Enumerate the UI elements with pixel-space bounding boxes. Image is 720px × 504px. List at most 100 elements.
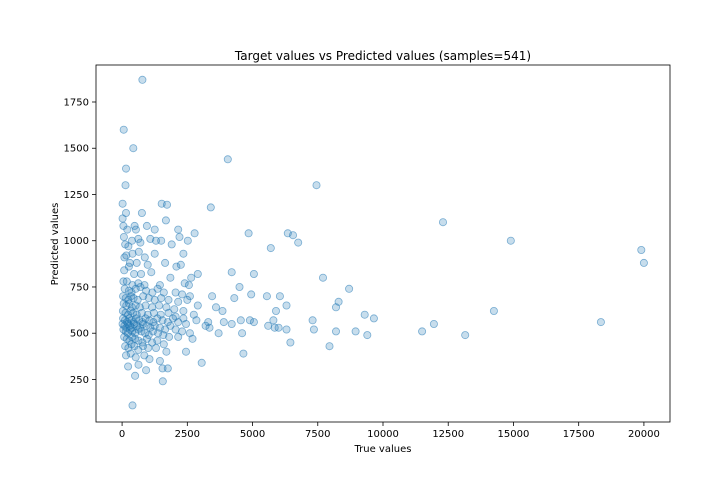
data-point: [130, 269, 139, 278]
data-point: [178, 290, 187, 299]
x-tick-label: 20000: [628, 429, 660, 440]
data-point: [137, 308, 146, 317]
data-point: [158, 377, 167, 386]
data-point: [137, 208, 146, 217]
x-tick-label: 2500: [175, 429, 200, 440]
y-tick-label: 500: [70, 329, 89, 340]
data-point: [174, 225, 183, 234]
y-tick-label: 250: [70, 375, 89, 386]
x-axis-title: True values: [354, 444, 412, 455]
data-point: [143, 260, 152, 269]
data-point: [150, 249, 159, 258]
data-point: [138, 319, 147, 328]
x-axis: 0 2500 5000 7500 10000 12500 15000 17500 20000: [119, 422, 660, 440]
data-point: [179, 249, 188, 258]
data-point: [153, 336, 162, 345]
data-point: [190, 229, 199, 238]
data-point: [132, 258, 141, 267]
data-point: [175, 232, 184, 241]
data-point: [179, 306, 188, 315]
data-point: [318, 273, 327, 282]
data-point: [269, 316, 278, 325]
data-point: [144, 294, 153, 303]
data-point: [282, 301, 291, 310]
data-point: [142, 221, 151, 230]
data-point: [214, 329, 223, 338]
data-point: [363, 331, 372, 340]
data-point: [247, 290, 256, 299]
data-point: [227, 319, 236, 328]
data-point: [161, 258, 170, 267]
data-point: [249, 269, 258, 278]
data-point: [174, 332, 183, 341]
data-point: [122, 164, 131, 173]
data-point: [345, 284, 354, 293]
data-point: [164, 295, 173, 304]
data-point: [119, 125, 128, 134]
data-point: [239, 349, 248, 358]
data-point: [187, 273, 196, 282]
data-point: [120, 284, 129, 293]
data-point: [124, 362, 133, 371]
data-point: [230, 294, 239, 303]
data-point: [171, 325, 180, 334]
data-point: [129, 144, 138, 153]
data-point: [369, 314, 378, 323]
data-point: [312, 181, 321, 190]
data-point: [176, 260, 185, 269]
data-point: [461, 331, 470, 340]
data-point: [271, 306, 280, 315]
data-point: [282, 325, 291, 334]
data-point: [165, 332, 174, 341]
data-point: [331, 327, 340, 336]
data-point: [123, 225, 132, 234]
data-point: [235, 282, 244, 291]
data-point: [489, 306, 498, 315]
data-point: [219, 318, 228, 327]
data-point: [150, 225, 159, 234]
data-point: [184, 281, 193, 290]
data-point: [180, 279, 189, 288]
x-tick-label: 7500: [305, 429, 330, 440]
data-point: [159, 331, 168, 340]
data-point: [266, 244, 275, 253]
data-point: [506, 236, 515, 245]
data-point: [124, 262, 133, 271]
data-point: [218, 306, 227, 315]
data-point: [134, 336, 143, 345]
data-point: [181, 347, 190, 356]
points-layer: [118, 75, 648, 410]
data-point: [264, 321, 273, 330]
data-point: [137, 269, 146, 278]
data-point: [118, 199, 127, 208]
data-point: [596, 318, 605, 327]
data-point: [208, 292, 217, 301]
data-point: [639, 258, 648, 267]
data-point: [128, 401, 137, 410]
data-point: [197, 358, 206, 367]
data-point: [167, 240, 176, 249]
data-point: [136, 238, 145, 247]
plot-frame: [95, 64, 671, 423]
data-point: [155, 301, 164, 310]
data-point: [429, 319, 438, 328]
data-point: [227, 268, 236, 277]
plot-area: [96, 65, 670, 422]
data-point: [206, 203, 215, 212]
data-point: [274, 323, 283, 332]
data-point: [159, 340, 168, 349]
data-point: [183, 236, 192, 245]
data-point: [137, 327, 146, 336]
data-point: [262, 292, 271, 301]
data-point: [131, 225, 140, 234]
data-point: [192, 316, 201, 325]
data-point: [153, 284, 162, 293]
data-point: [183, 295, 192, 304]
data-point: [131, 284, 140, 293]
data-point: [122, 351, 131, 360]
data-point: [128, 249, 137, 258]
data-point: [129, 294, 138, 303]
data-point: [144, 343, 153, 352]
data-point: [275, 292, 284, 301]
